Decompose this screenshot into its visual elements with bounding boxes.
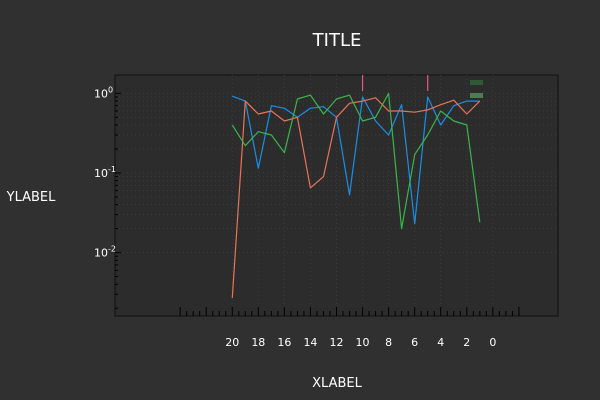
series-group bbox=[231, 92, 481, 298]
x-tick-label: 6 bbox=[411, 336, 418, 349]
x-tick-label: 8 bbox=[385, 336, 392, 349]
x-axis-ticks: 20 18 16 14 12 10 8 6 4 2 0 bbox=[179, 307, 520, 349]
y-tick-label: 10-2 bbox=[94, 245, 116, 260]
x-tick-label: 20 bbox=[225, 336, 239, 349]
y-axis-label: YLABEL bbox=[6, 190, 57, 205]
series-line bbox=[231, 97, 481, 298]
y-tick-label: 10-1 bbox=[94, 165, 116, 180]
x-tick-label: 4 bbox=[437, 336, 444, 349]
x-axis-label: XLABEL bbox=[312, 376, 362, 391]
series-line bbox=[232, 95, 480, 225]
series-line bbox=[231, 92, 481, 230]
x-tick-label: 18 bbox=[251, 336, 265, 349]
legend bbox=[470, 80, 483, 98]
x-tick-label: 16 bbox=[277, 336, 291, 349]
legend-swatch bbox=[470, 80, 483, 85]
x-tick-label: 14 bbox=[303, 336, 317, 349]
chart-title: TITLE bbox=[312, 30, 362, 51]
y-tick-label: 100 bbox=[94, 85, 113, 100]
marker-group bbox=[361, 75, 429, 91]
legend-swatch bbox=[470, 93, 483, 98]
x-tick-label: 10 bbox=[356, 336, 370, 349]
x-tick-label: 0 bbox=[489, 336, 496, 349]
x-tick-label: 12 bbox=[330, 336, 344, 349]
x-tick-label: 2 bbox=[463, 336, 470, 349]
grid bbox=[115, 75, 558, 316]
